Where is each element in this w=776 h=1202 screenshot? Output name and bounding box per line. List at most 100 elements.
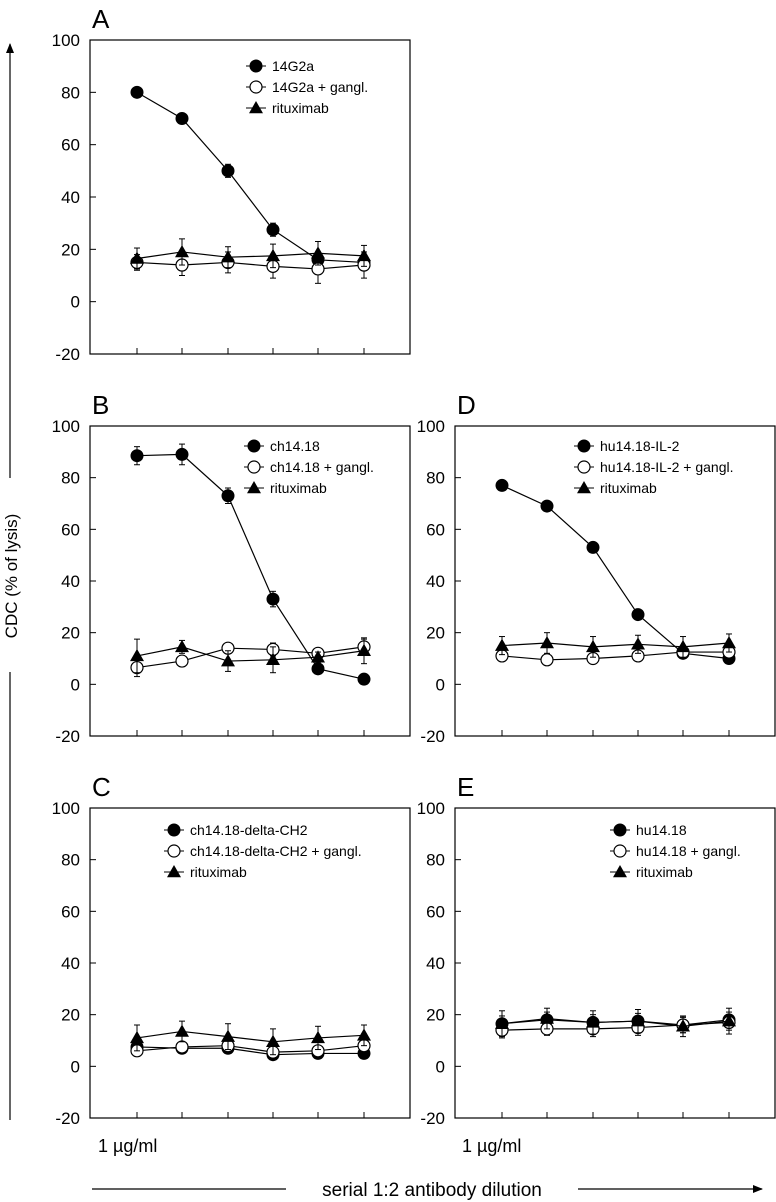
data-point xyxy=(221,654,235,667)
legend-marker xyxy=(249,101,263,114)
y-tick-label: 20 xyxy=(426,1006,445,1025)
y-tick-label: 60 xyxy=(426,902,445,921)
series-filled-triangle xyxy=(130,637,371,674)
legend-label: hu14.18-IL-2 + gangl. xyxy=(600,459,734,475)
series-line xyxy=(136,261,365,270)
data-point xyxy=(311,662,325,676)
legend-marker xyxy=(247,481,261,494)
series-line xyxy=(501,642,730,648)
legend-label: 14G2a xyxy=(272,58,314,74)
panels: A -20 0 20 40 60 80 100 14G2a 14G2a + gangl. ritux… xyxy=(52,4,776,1128)
data-point xyxy=(266,223,280,237)
y-tick-label: 40 xyxy=(61,954,80,973)
series-filled-circle xyxy=(130,85,371,269)
series-filled-circle xyxy=(130,443,371,686)
legend-marker xyxy=(613,865,627,878)
data-point xyxy=(175,654,189,668)
data-point xyxy=(676,1019,690,1032)
series-filled-circle xyxy=(495,478,736,665)
panel-letter: B xyxy=(92,390,109,420)
legend-marker xyxy=(249,80,263,94)
series-filled-triangle xyxy=(130,238,371,270)
legend: hu14.18-IL-2 hu14.18-IL-2 + gangl. rituxim… xyxy=(574,438,734,496)
data-point xyxy=(130,85,144,99)
data-point xyxy=(357,248,371,262)
legend: ch14.18-delta-CH2 ch14.18-delta-CH2 + gan… xyxy=(164,822,362,880)
y-tick-label: 80 xyxy=(426,469,445,488)
data-point xyxy=(175,112,189,125)
series-open-circle xyxy=(130,1039,371,1059)
legend-label: hu14.18 xyxy=(636,822,687,838)
y-tick-label: 20 xyxy=(61,240,80,259)
y-tick-label: 60 xyxy=(61,520,80,539)
legend-marker xyxy=(613,844,627,858)
x-start-label-right: 1 µg/ml xyxy=(462,1136,521,1156)
data-point xyxy=(130,251,144,264)
legend-label: rituximab xyxy=(636,864,693,880)
legend-label: ch14.18 + gangl. xyxy=(270,459,374,475)
data-point xyxy=(676,639,690,653)
legend-marker xyxy=(247,439,261,453)
legend-marker xyxy=(167,865,181,878)
x-axis-label: serial 1:2 antibody dilution xyxy=(322,1180,542,1201)
y-tick-label: 100 xyxy=(417,417,445,436)
data-point xyxy=(495,478,509,492)
legend-label: rituximab xyxy=(190,864,247,880)
series-line xyxy=(136,646,365,662)
legend-label: hu14.18 + gangl. xyxy=(636,843,741,859)
legend-marker xyxy=(613,823,627,837)
legend: ch14.18 ch14.18 + gangl. rituximab xyxy=(244,438,374,496)
data-point xyxy=(631,1014,645,1027)
y-tick-label: 60 xyxy=(426,520,445,539)
data-point xyxy=(722,636,736,649)
data-point xyxy=(175,244,189,258)
data-point xyxy=(311,246,325,259)
data-point xyxy=(357,1028,371,1041)
series-line xyxy=(501,1021,730,1031)
data-point xyxy=(175,639,189,653)
y-tick-label: 20 xyxy=(61,1006,80,1025)
data-point xyxy=(540,499,554,513)
y-axis-label: CDC (% of lysis) xyxy=(2,514,21,639)
data-point xyxy=(311,1030,325,1044)
y-tick-label: 0 xyxy=(71,675,80,694)
panel-a: A -20 0 20 40 60 80 100 14G2a 14G2a + gangl. ritux… xyxy=(52,4,411,364)
series-open-circle xyxy=(495,1014,736,1039)
y-tick-label: -20 xyxy=(55,727,80,746)
legend-label: rituximab xyxy=(600,480,657,496)
data-point xyxy=(175,1040,189,1054)
series-line xyxy=(136,251,365,260)
panel-e: E -20 0 20 40 60 80 100 hu14.18 hu14.18 + gangl. r… xyxy=(417,772,776,1128)
data-point xyxy=(311,650,325,663)
y-tick-label: 80 xyxy=(61,851,80,870)
legend-label: ch14.18-delta-CH2 + gangl. xyxy=(190,843,362,859)
panel-b: B -20 0 20 40 60 80 100 ch14.18 ch14.18 + gangl. r… xyxy=(52,390,411,746)
series-open-circle xyxy=(130,638,371,678)
y-tick-label: 100 xyxy=(52,799,80,818)
legend-marker xyxy=(167,823,181,837)
panel-letter: C xyxy=(92,772,111,802)
data-point xyxy=(586,1015,600,1028)
series-line xyxy=(136,1045,365,1053)
y-tick-label: 40 xyxy=(61,572,80,591)
series-filled-triangle xyxy=(495,632,736,658)
legend-label: ch14.18-delta-CH2 xyxy=(190,822,308,838)
series-line xyxy=(501,651,729,661)
data-point xyxy=(175,1024,189,1037)
legend-label: rituximab xyxy=(270,480,327,496)
data-point xyxy=(631,637,645,650)
data-point xyxy=(586,639,600,653)
data-point xyxy=(221,250,235,263)
y-tick-label: 40 xyxy=(61,188,80,207)
data-point xyxy=(357,643,371,656)
data-point xyxy=(266,592,280,606)
series-line xyxy=(136,646,365,669)
data-point xyxy=(221,1029,235,1042)
y-tick-label: 20 xyxy=(426,624,445,643)
data-point xyxy=(357,672,371,686)
data-point xyxy=(130,648,144,662)
panel-letter: A xyxy=(92,4,110,34)
panel-c: C-20020406080100ch14.18-delta-CH2ch14.18… xyxy=(52,772,411,1128)
y-tick-label: -20 xyxy=(55,345,80,364)
y-tick-label: 20 xyxy=(61,624,80,643)
